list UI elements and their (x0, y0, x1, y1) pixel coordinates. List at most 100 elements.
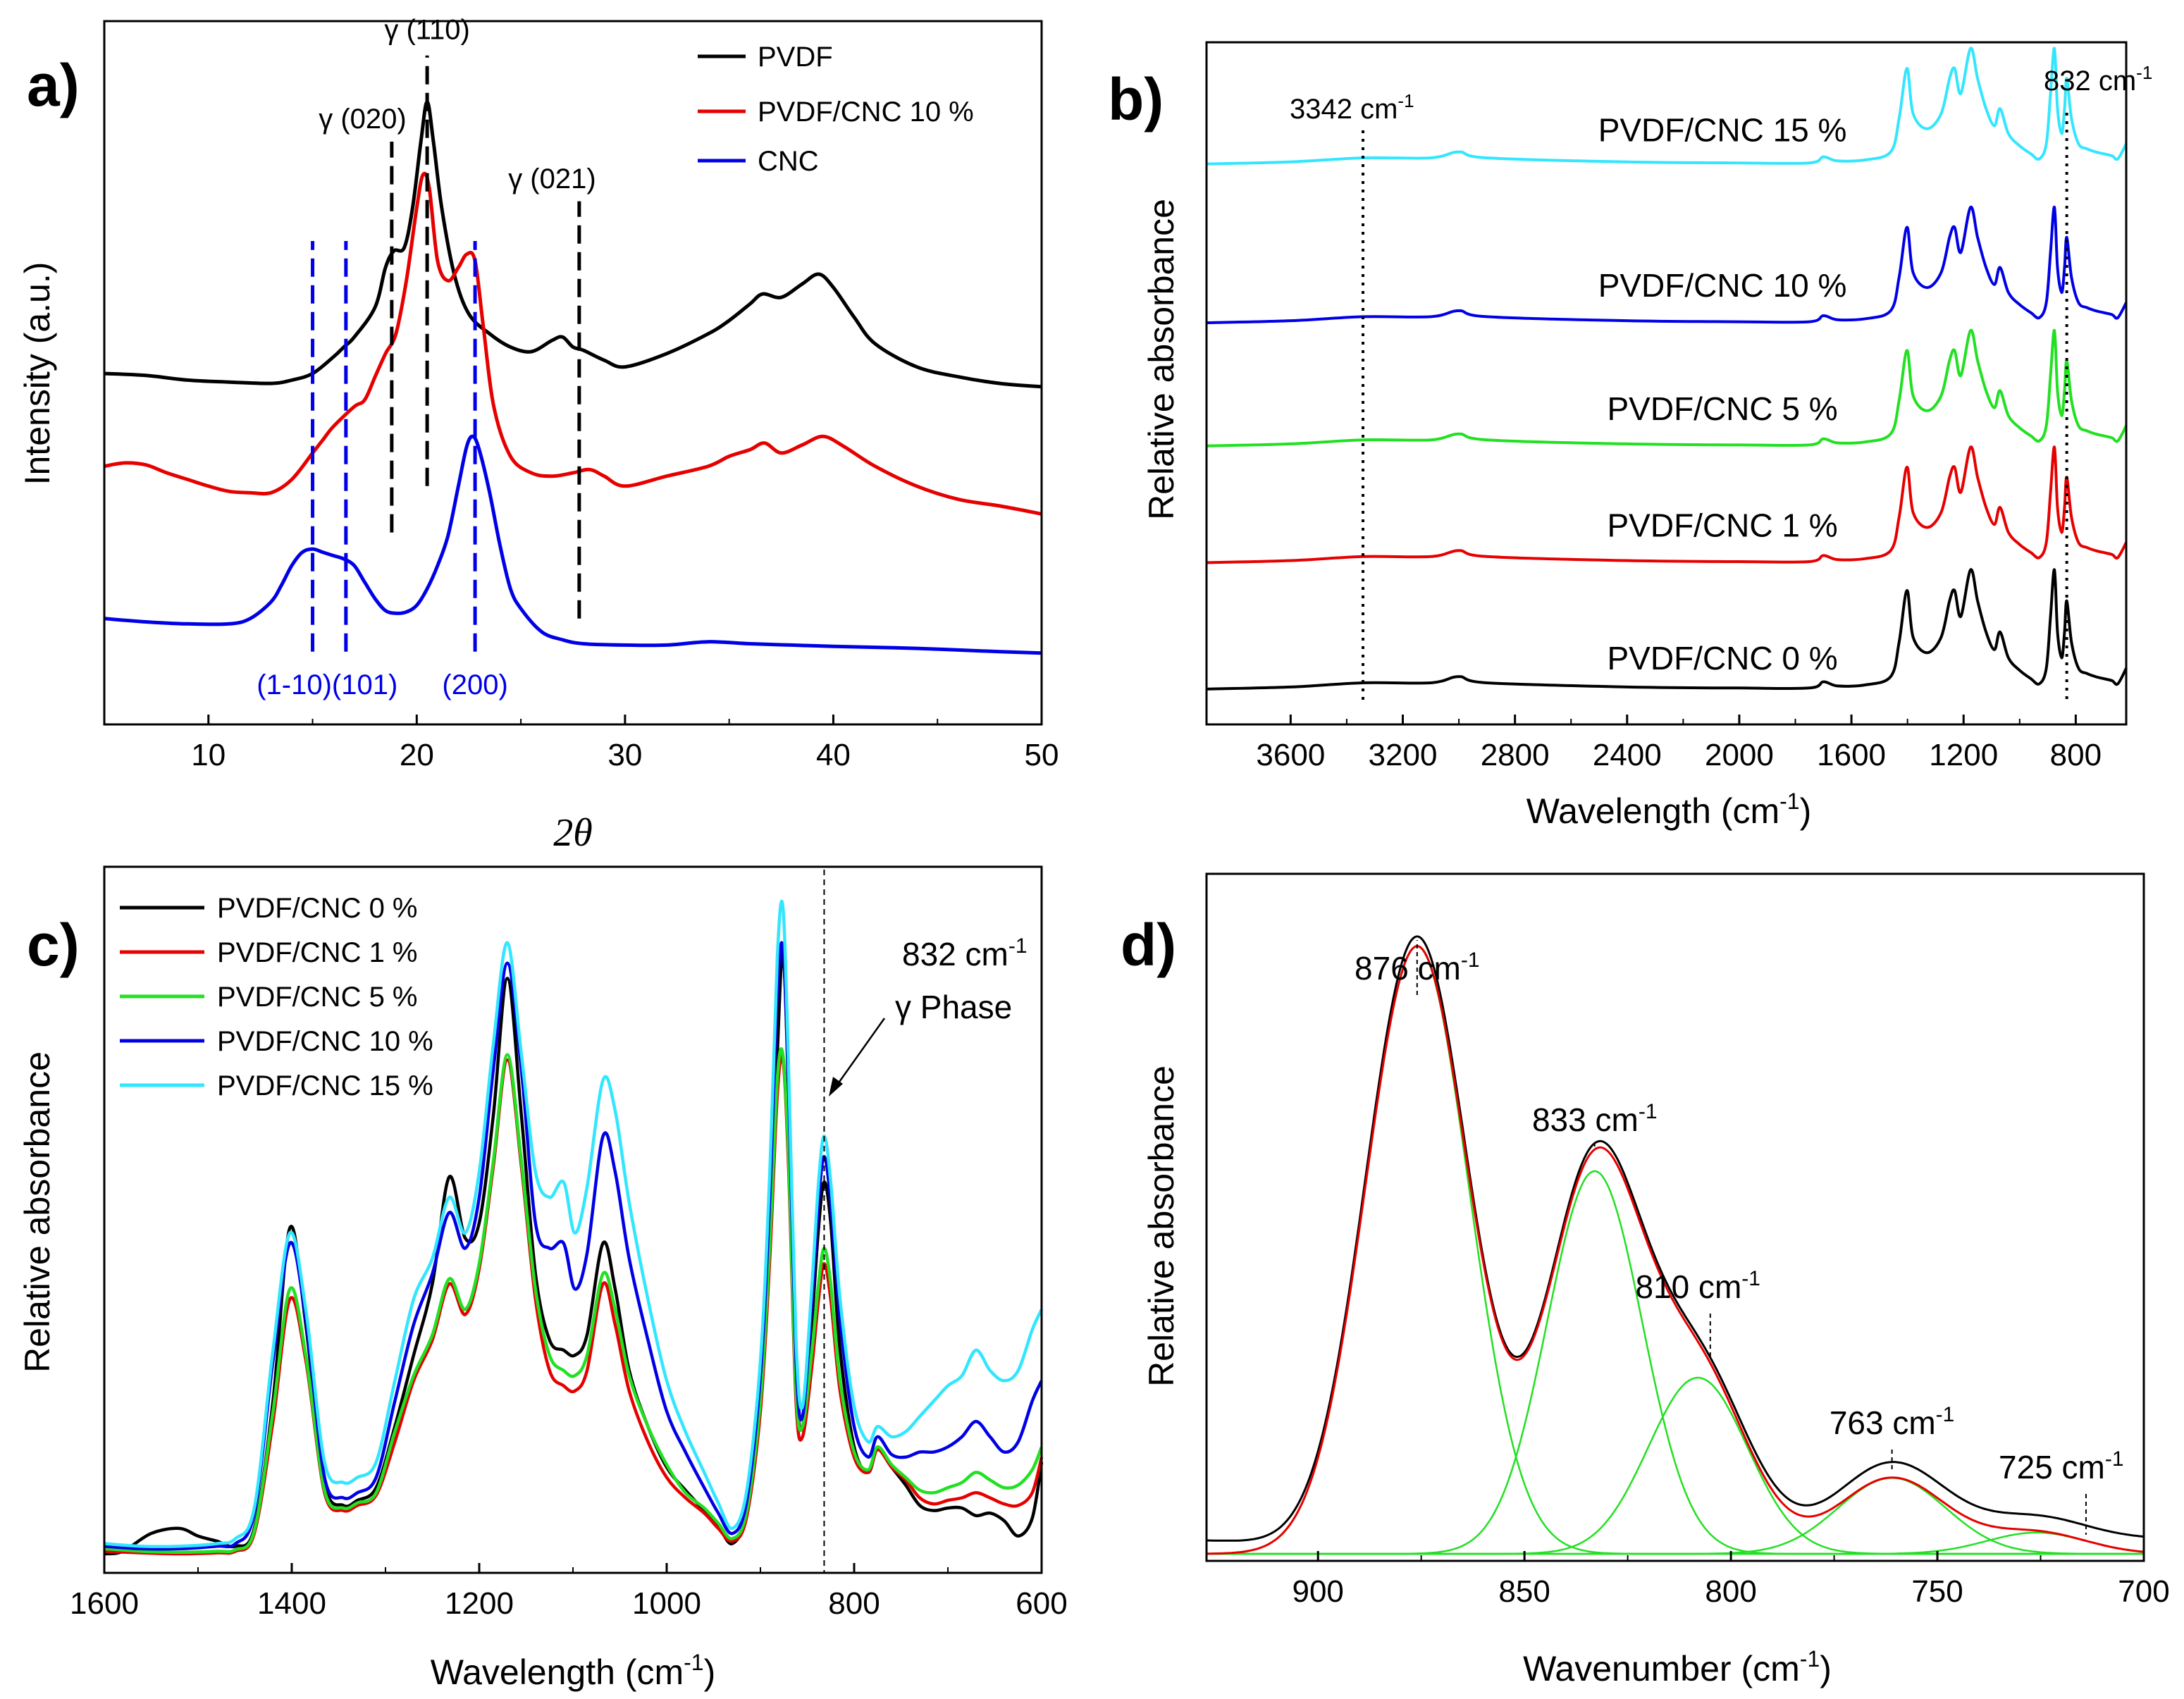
panel-c-tick-label-600: 600 (1016, 1586, 1067, 1621)
panel-b-tick-label-2000: 2000 (1705, 738, 1774, 772)
panel-b-tick-label-1200: 1200 (1929, 738, 1998, 772)
panel-b-frame (1205, 41, 2128, 726)
annotation-110: γ (110) (384, 14, 470, 45)
panel-c-plot (104, 870, 1044, 1573)
series-pvdf-cnc-10 (1206, 205, 2128, 324)
panel-c-tick-label-1000: 1000 (632, 1586, 701, 1621)
panel-a-ylabel: Intensity (a.u.) (18, 262, 57, 486)
legend-label-pvdf-cnc-15: PVDF/CNC 15 % (217, 1070, 433, 1101)
panel-c-frame (103, 865, 1043, 1574)
panel-b-plot (1206, 47, 2128, 705)
legend-label-pvdf-cnc10: PVDF/CNC 10 % (758, 97, 974, 128)
legend-label-pvdf-cnc-1: PVDF/CNC 1 % (217, 937, 418, 968)
panel-a-tick-label-10: 10 (191, 738, 226, 772)
series-pvdf-cnc-15 (104, 899, 1044, 1548)
panel-c-tick-label-1400: 1400 (257, 1586, 326, 1621)
panel-a-legend: PVDF PVDF/CNC 10 % CNC (698, 42, 974, 177)
legend-label-pvdf-cnc-0: PVDF/CNC 0 % (217, 893, 418, 924)
peak-label-726: 725 cm-1 (1999, 1447, 2124, 1485)
series-label-pvdf-cnc-10: PVDF/CNC 10 % (1598, 267, 1847, 304)
legend-label-pvdf-cnc-10: PVDF/CNC 10 % (217, 1026, 433, 1057)
series-pvdf-cnc-15 (1206, 47, 2128, 166)
panel-b-tick-label-1600: 1600 (1817, 738, 1886, 772)
panel-d-tick-label-800: 800 (1705, 1574, 1756, 1609)
panel-a-frame (103, 20, 1043, 726)
series-label-pvdf-cnc-5: PVDF/CNC 5 % (1607, 390, 1837, 427)
panel-c-xlabel: Wavelength (cm-1) (431, 1650, 715, 1692)
panel-b-ylabel: Relative absorbance (1142, 199, 1181, 520)
legend-label-pvdf-cnc-5: PVDF/CNC 5 % (217, 982, 418, 1013)
legend-label-cnc: CNC (758, 146, 819, 177)
panel-b: b) 3600 3200 2800 2400 2000 1600 1200 800 Relat… (1108, 41, 2152, 831)
panel-c-gamma-arrow-shaft (833, 1018, 886, 1089)
panel-d-xlabel: Wavenumber (cm-1) (1523, 1646, 1832, 1688)
panel-d-tick-label-850: 850 (1498, 1574, 1550, 1609)
series-pvdf-cnc-0 (1206, 568, 2128, 691)
panel-c-tick-label-800: 800 (828, 1586, 880, 1621)
panel-c-ylabel: Relative absorbance (18, 1051, 57, 1373)
peak-label-808: 810 cm-1 (1635, 1267, 1760, 1305)
panel-d-tick-label-750: 750 (1911, 1574, 1963, 1609)
legend-label-pvdf: PVDF (758, 42, 833, 73)
panel-d-ylabel: Relative absorbance (1142, 1065, 1181, 1387)
panel-c-gamma-arrow-head (829, 1077, 843, 1096)
panel-b-xlabel: Wavelength (cm-1) (1526, 789, 1811, 831)
panel-d-tick-label-900: 900 (1292, 1574, 1343, 1609)
series-pvdf-cnc-5 (1206, 328, 2128, 447)
peak-label-833: 833 cm-1 (1532, 1100, 1658, 1138)
panel-d-peak-labels: 876 cm-1 833 cm-1 810 cm-1 763 cm-1 725 cm-1 (1355, 939, 2124, 1535)
peak-label-876: 876 cm-1 (1355, 949, 1480, 987)
panel-b-832-label: 832 cm-1 (2044, 62, 2152, 97)
panel-b-series-labels: PVDF/CNC 0 % PVDF/CNC 1 % PVDF/CNC 5 % PVDF… (1598, 111, 1847, 676)
panel-a-xlabel: 2θ (553, 811, 593, 855)
annotation-1-10-101: (1-10)(101) (257, 669, 397, 700)
fit-component-726 (1207, 1531, 2145, 1555)
panel-d-frame (1205, 872, 2145, 1562)
panel-d-tick-label-700: 700 (2118, 1574, 2169, 1609)
series-pvdf (104, 100, 1042, 389)
panel-b-tick-label-800: 800 (2050, 738, 2102, 772)
series-pvdf-cnc-1 (1206, 445, 2128, 564)
panel-d-plot (1206, 935, 2145, 1555)
panel-c-legend: PVDF/CNC 0 % PVDF/CNC 1 % PVDF/CNC 5 % PVDF… (120, 893, 433, 1101)
series-pvdf-cnc-5 (104, 1046, 1044, 1555)
fit-component-833 (1207, 1170, 2144, 1555)
panel-d: d) 900 850 800 750 700 Relative absorbance W… (1121, 872, 2170, 1688)
fit-component-761 (1207, 1477, 2144, 1555)
panel-a-tick-label-50: 50 (1025, 738, 1059, 772)
series-label-pvdf-cnc-1: PVDF/CNC 1 % (1607, 507, 1837, 544)
panel-c-gamma-phase-label: γ Phase (895, 989, 1012, 1025)
series-label-pvdf-cnc-15: PVDF/CNC 15 % (1598, 111, 1847, 148)
panel-c-x-ticks: 1600 1400 1200 1000 800 600 (70, 1563, 1068, 1621)
annotation-020: γ (020) (319, 104, 407, 135)
panel-a: a) 10 20 30 40 50 Intensity (a.u.) 2θ γ (110… (18, 14, 1059, 855)
panel-b-3342-label: 3342 cm-1 (1290, 90, 1414, 125)
panel-a-tick-label-20: 20 (400, 738, 434, 772)
series-cumulative-fit (1206, 945, 2145, 1555)
panel-b-tick-label-2800: 2800 (1481, 738, 1550, 772)
panel-c-tick-label-1600: 1600 (70, 1586, 139, 1621)
annotation-200: (200) (442, 669, 507, 700)
panel-b-x-ticks: 3600 3200 2800 2400 2000 1600 1200 800 (1256, 715, 2102, 772)
panel-a-x-ticks: 10 20 30 40 50 (191, 715, 1059, 772)
peak-label-761: 763 cm-1 (1830, 1403, 1955, 1441)
panel-b-tick-label-3600: 3600 (1256, 738, 1325, 772)
panel-a-plot (104, 55, 1042, 655)
panel-c-tick-label-1200: 1200 (445, 1586, 514, 1621)
series-label-pvdf-cnc-0: PVDF/CNC 0 % (1607, 640, 1837, 676)
panel-a-label: a) (27, 52, 80, 118)
panel-a-tick-label-30: 30 (607, 738, 642, 772)
annotation-021: γ (021) (508, 163, 596, 194)
panel-a-tick-label-40: 40 (816, 738, 851, 772)
panel-d-label: d) (1121, 912, 1176, 978)
panel-c-832-label: 832 cm-1 (902, 934, 1028, 972)
panel-b-tick-label-3200: 3200 (1369, 738, 1438, 772)
panel-b-label: b) (1108, 66, 1164, 132)
series-pvdf-cnc-10 (104, 171, 1042, 516)
series-pvdf-cnc-10 (104, 941, 1044, 1551)
panel-c: c) 1600 1400 1200 1000 800 600 Relative absor… (18, 865, 1068, 1692)
panel-b-tick-label-2400: 2400 (1593, 738, 1662, 772)
panel-a-annotations: γ (110) γ (020) γ (021) (1-10)(101) (200) (257, 14, 596, 700)
panel-c-label: c) (27, 912, 80, 978)
